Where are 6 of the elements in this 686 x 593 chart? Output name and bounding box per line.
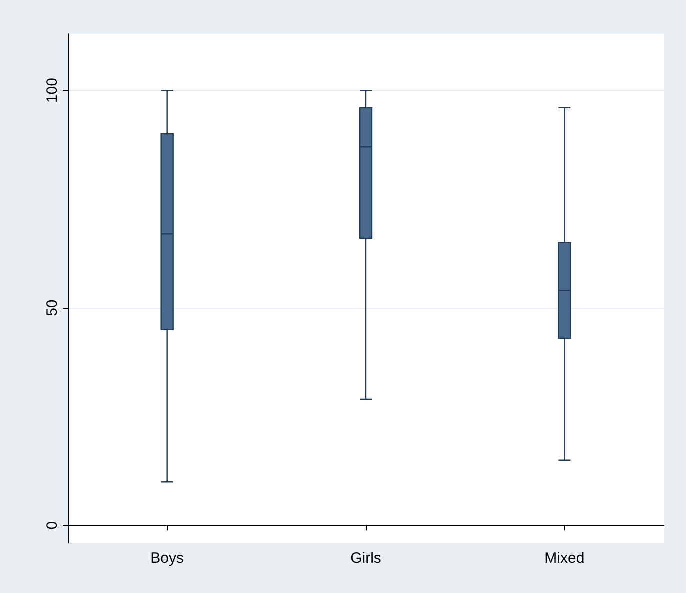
y-tick-label: 50 <box>44 300 61 316</box>
x-tick-label: Boys <box>150 550 184 567</box>
y-tick-label: 0 <box>44 521 61 530</box>
x-tick-label: Girls <box>350 550 382 567</box>
x-tick-label: Mixed <box>544 550 585 567</box>
y-tick-label: 100 <box>44 78 61 104</box>
